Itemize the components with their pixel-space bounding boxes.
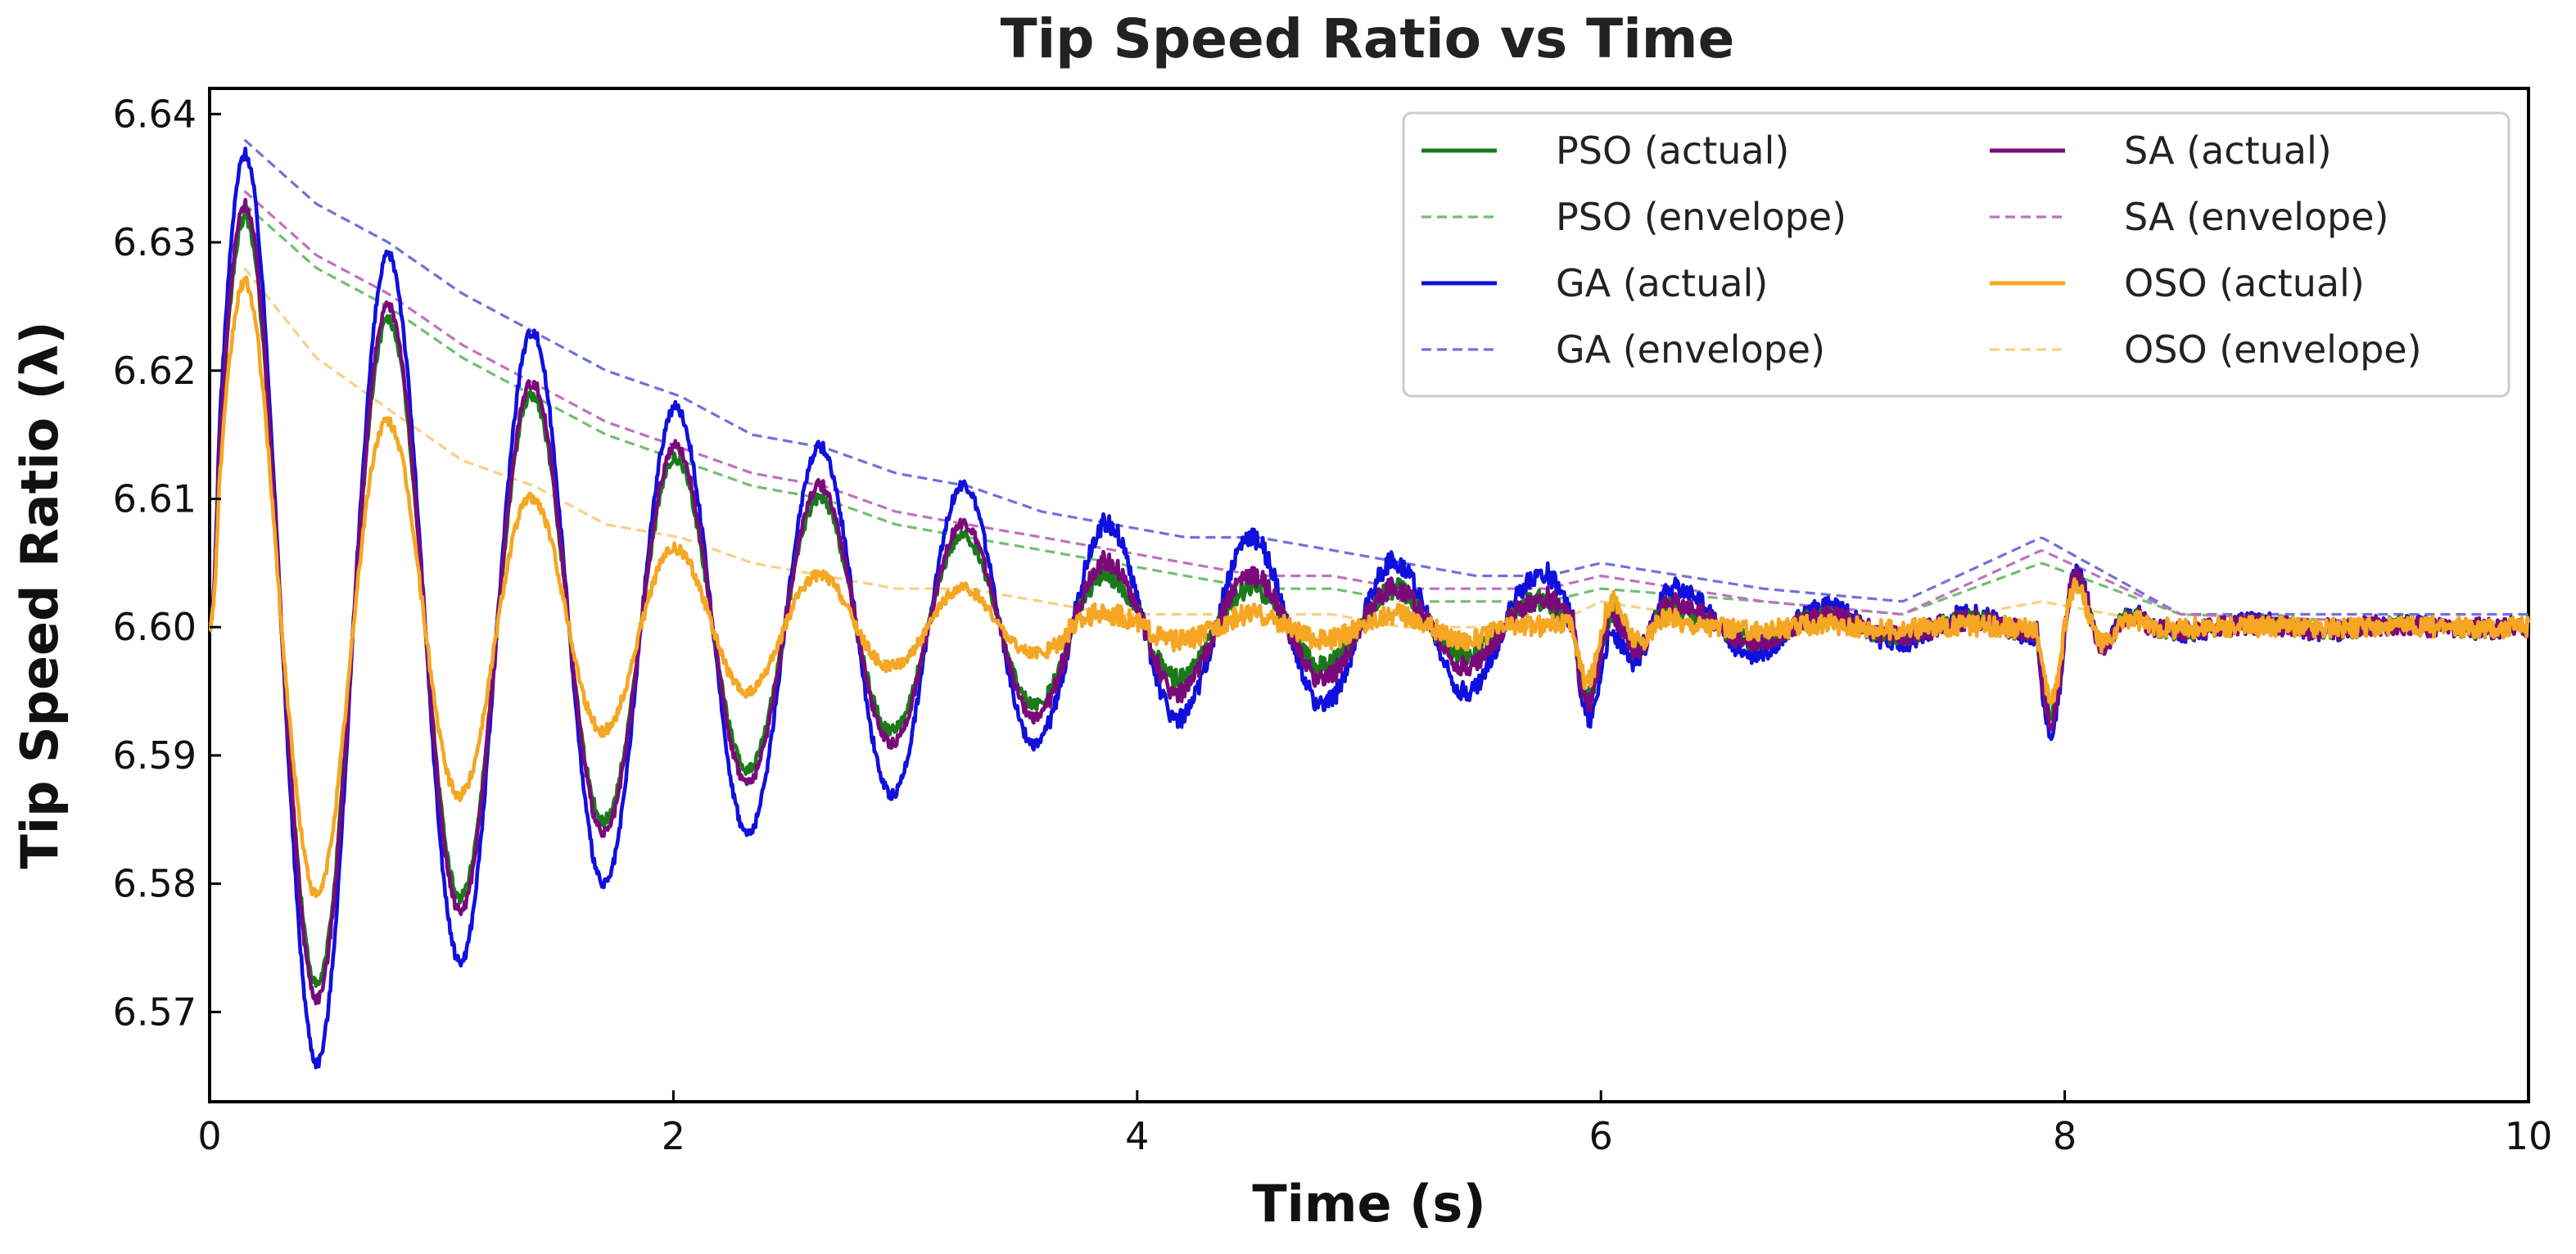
legend-label: OSO (actual) [2124,261,2365,305]
series-layer [207,138,2531,1070]
y-tick-label: 6.64 [113,92,197,136]
series-line-ga-envelope [243,138,2529,616]
y-tick-label: 6.59 [113,733,197,778]
legend: PSO (actual) PSO (envelope) GA (actual) GA … [1402,111,2510,398]
series-line-oso-actual [208,275,2531,899]
legend-label: SA (envelope) [2124,195,2388,239]
y-tick-label: 6.60 [113,605,197,649]
legend-label: PSO (envelope) [1556,195,1846,239]
plot-frame [208,87,2530,1103]
y-tick-label: 6.63 [113,220,197,264]
y-tick-label: 6.62 [113,349,197,393]
x-tick-label: 2 [662,1114,685,1158]
legend-items: PSO (actual) PSO (envelope) GA (actual) GA … [1421,129,2422,372]
y-tick-label: 6.57 [113,990,197,1034]
ticks-layer: 0 2 4 6 8 10 6.57 6.58 6.59 6.60 6.61 6.62 6.63 6.64 [113,92,2553,1158]
x-tick-label: 6 [1589,1114,1613,1158]
y-tick-label: 6.61 [113,476,197,521]
legend-label: GA (envelope) [1556,327,1825,372]
y-tick-label: 6.58 [113,862,197,906]
x-axis-label: Time (s) [1252,1174,1485,1234]
chart-title: Tip Speed Ratio vs Time [1001,7,1735,70]
x-tick-label: 0 [197,1114,221,1158]
legend-label: PSO (actual) [1556,129,1789,173]
legend-label: SA (actual) [2124,129,2332,173]
legend-label: GA (actual) [1556,261,1768,305]
x-tick-label: 10 [2505,1114,2553,1158]
legend-box [1402,111,2510,398]
x-tick-label: 4 [1125,1114,1149,1158]
legend-label: OSO (envelope) [2124,327,2422,372]
x-tick-label: 8 [2053,1114,2077,1158]
y-axis-label: Tip Speed Ratio (λ) [10,321,70,868]
